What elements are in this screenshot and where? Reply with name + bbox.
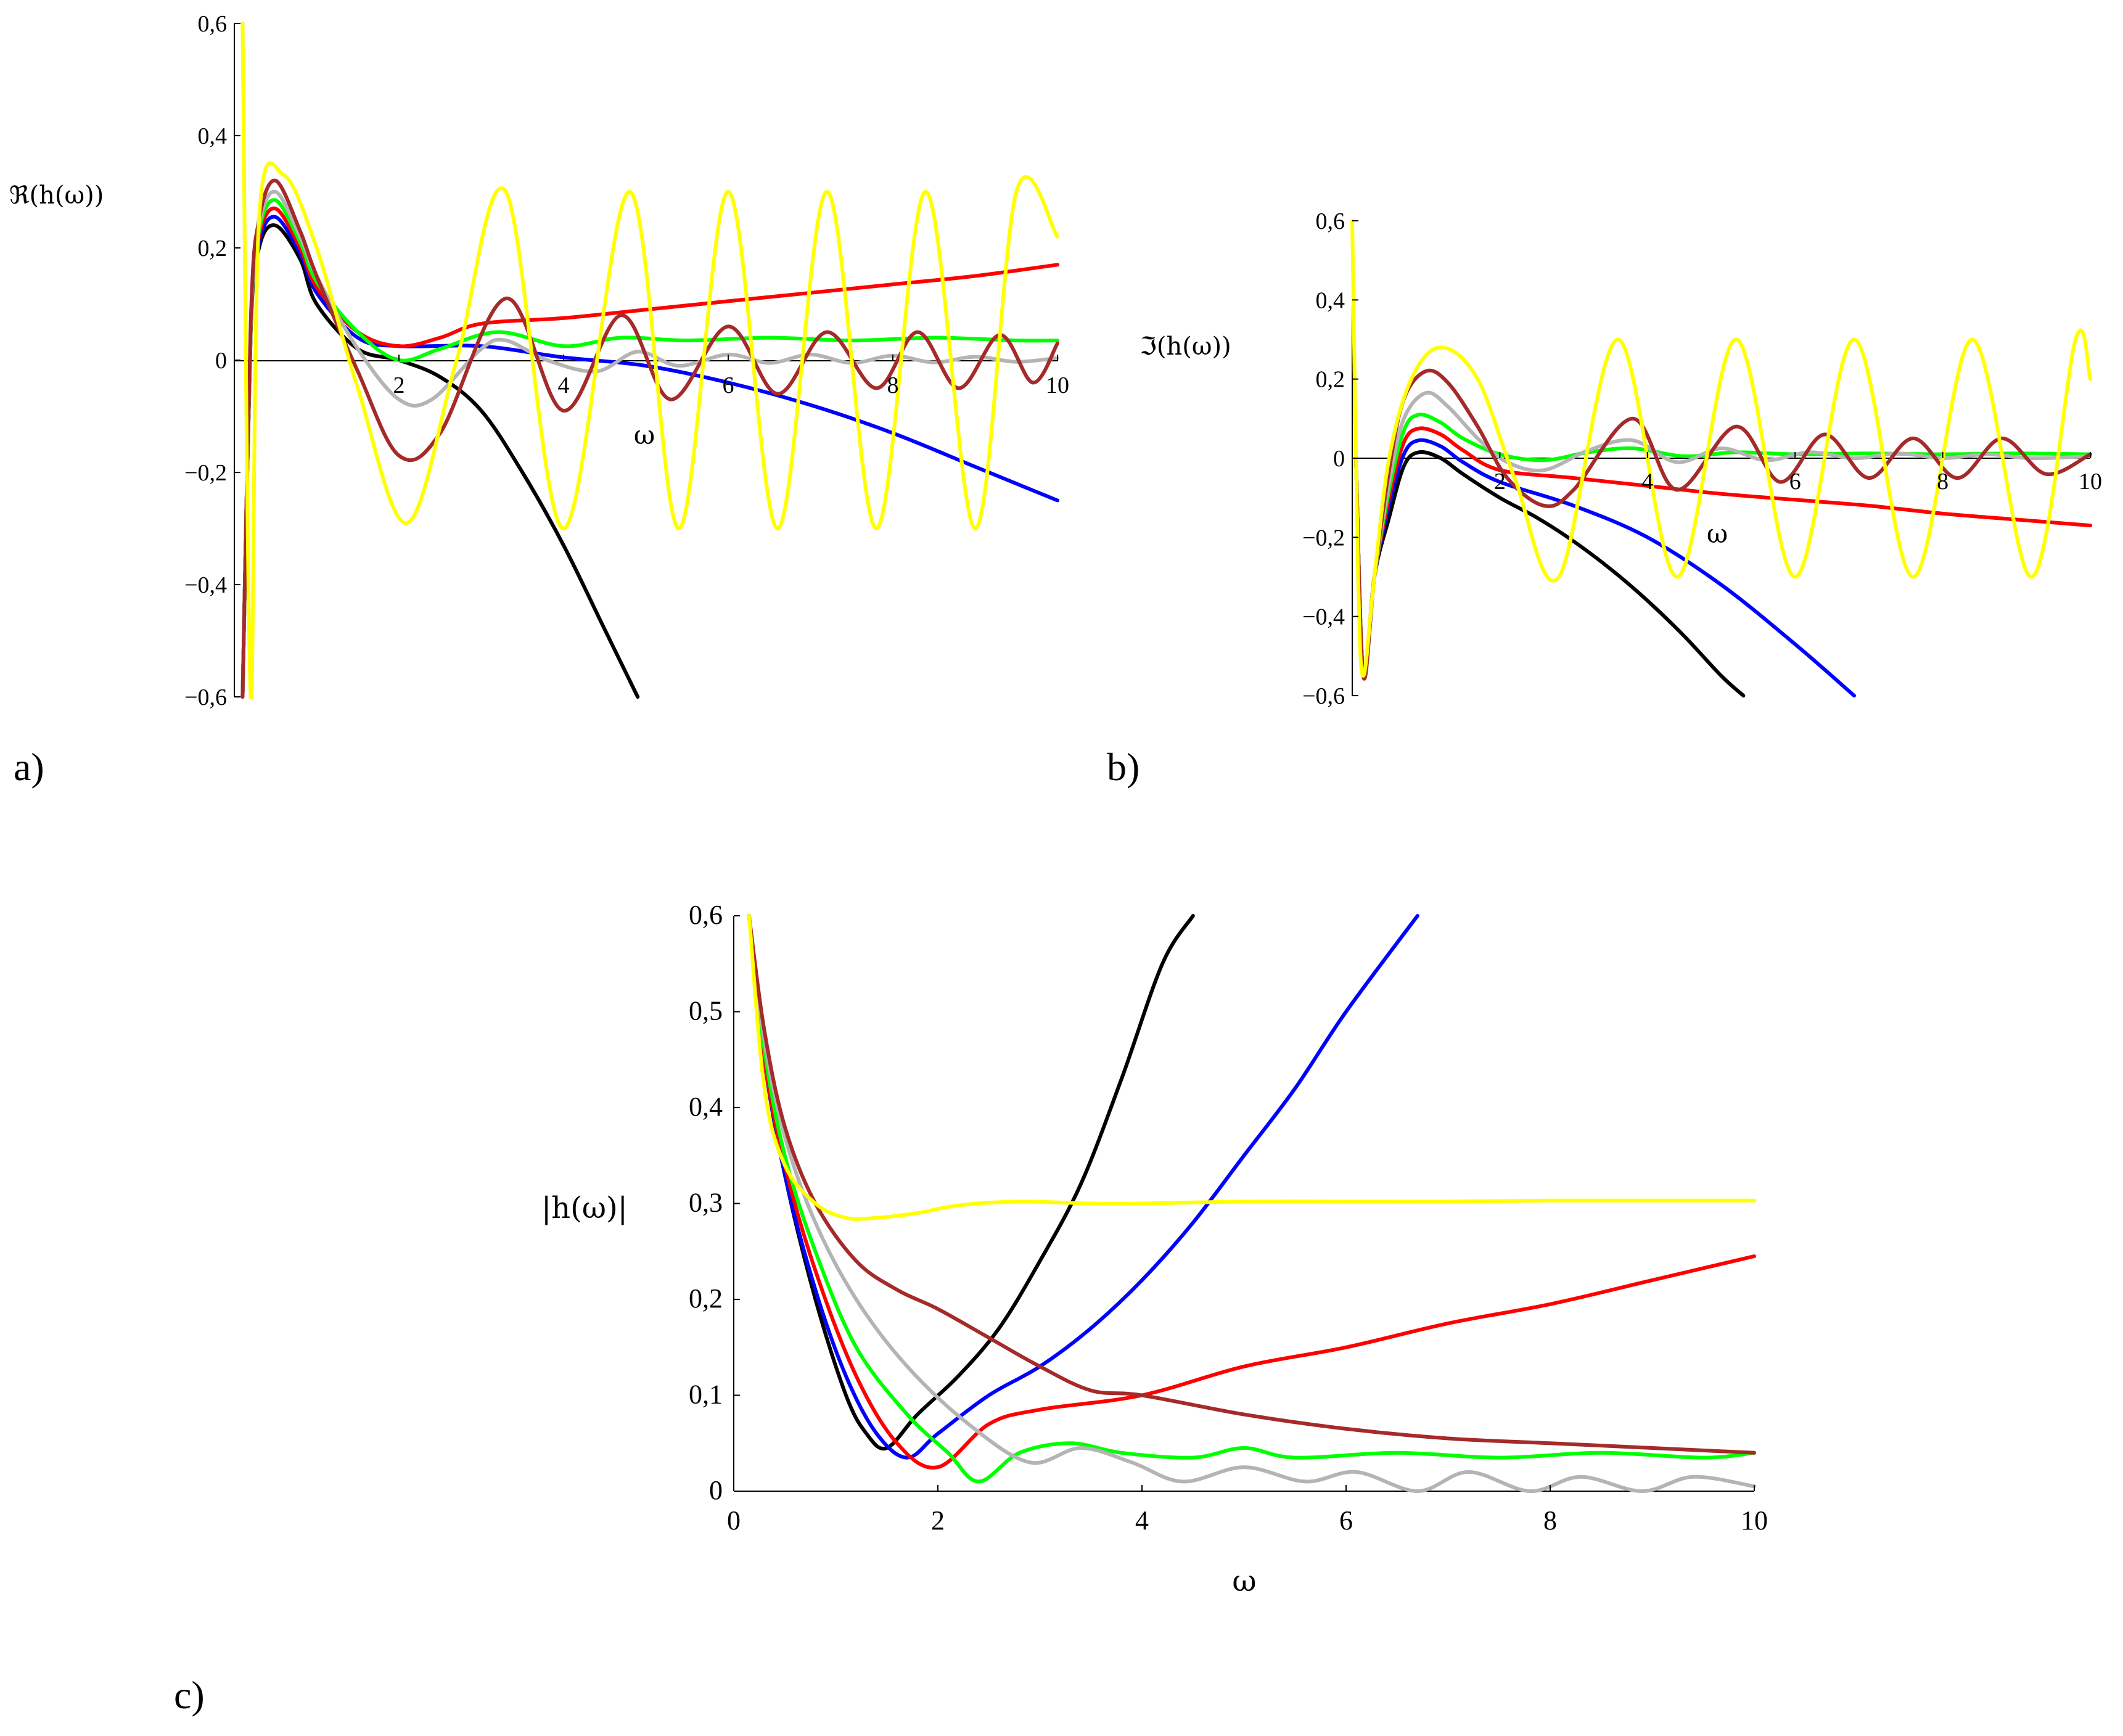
y-tick-label: 0,2 <box>1316 367 1345 393</box>
x-axis-label: ω <box>1232 1564 1256 1598</box>
series-line-black <box>240 223 640 699</box>
x-tick-label: 6 <box>723 372 734 398</box>
y-tick-label: 0 <box>215 348 227 374</box>
x-tick-label: 2 <box>393 372 405 398</box>
series-line-gray <box>240 189 1059 699</box>
y-tick-label: −0,4 <box>1302 604 1345 630</box>
series-line-red <box>240 207 1059 699</box>
y-tick-label: 0,3 <box>689 1188 723 1218</box>
series-line-red <box>747 914 1756 1470</box>
y-tick-label: 0,1 <box>689 1380 723 1410</box>
panel-label-c: c) <box>174 1673 205 1717</box>
y-tick-label: 0,4 <box>689 1092 723 1122</box>
series-line-yellow <box>1350 219 2092 678</box>
plot-area <box>747 914 1756 1494</box>
series-line-brown <box>747 914 1756 1455</box>
y-tick-label: 0,2 <box>689 1283 723 1314</box>
y-axis-label: |h(ω)| <box>541 1191 628 1225</box>
y-tick-label: 0,6 <box>198 11 228 37</box>
y-tick-label: 0 <box>709 1475 723 1505</box>
x-tick-label: 0 <box>727 1505 741 1536</box>
series-line-green <box>747 914 1756 1484</box>
x-tick-label: 10 <box>1046 372 1069 398</box>
x-tick-label: 2 <box>1494 469 1506 495</box>
chart-a: 2 4 6 8 10 0,6 0,4 0,2 0 −0,2 −0,4 −0,6 ℜ(h(ω)) ω <box>9 11 1069 710</box>
y-tick-label: 0,2 <box>198 236 228 261</box>
y-tick-label: −0,6 <box>1302 683 1345 709</box>
series-line-blue <box>1354 438 1856 697</box>
x-tick-label: 10 <box>2079 469 2102 495</box>
x-axis-label: ω <box>1707 519 1728 549</box>
series-line-blue <box>747 914 1419 1460</box>
y-axis-label: ℑ(h(ω)) <box>1140 332 1231 361</box>
plot-area <box>240 22 1059 699</box>
x-tick-label: 4 <box>1135 1505 1149 1536</box>
x-tick-label: 10 <box>1741 1505 1768 1536</box>
panel-label-a: a) <box>14 745 44 789</box>
x-tick-label: 8 <box>1937 469 1948 495</box>
y-tick-label: −0,4 <box>184 572 227 598</box>
x-tick-label: 8 <box>1543 1505 1557 1536</box>
y-tick-label: 0,6 <box>1316 208 1345 234</box>
plot-area <box>1350 219 2092 697</box>
y-tick-label: 0,4 <box>1316 287 1345 313</box>
x-tick-label: 4 <box>1641 469 1653 495</box>
x-axis-label: ω <box>634 420 655 450</box>
x-tick-label: 6 <box>1789 469 1801 495</box>
chart-c: 0 2 4 6 8 10 0,6 0,5 0,4 0,3 0,2 0,1 0 |h(ω)| ω <box>541 900 1768 1598</box>
x-tick-label: 2 <box>931 1505 945 1536</box>
x-tick-label: 6 <box>1339 1505 1353 1536</box>
y-tick-label: 0,6 <box>689 900 723 930</box>
x-tick-label: 8 <box>887 372 899 398</box>
panel-label-b: b) <box>1107 745 1140 789</box>
y-axis-label: ℜ(h(ω)) <box>9 181 104 210</box>
chart-b: 2 4 6 8 10 0,6 0,4 0,2 0 −0,2 −0,4 −0,6 ℑ(h(ω)) ω <box>1140 208 2102 709</box>
y-tick-label: 0,4 <box>198 123 228 149</box>
y-tick-label: −0,2 <box>1302 525 1345 551</box>
series-line-brown <box>240 178 1059 699</box>
series-line-black <box>747 914 1195 1451</box>
series-line-yellow <box>747 914 1756 1221</box>
series-line-gray <box>747 914 1756 1494</box>
y-tick-label: 0 <box>1333 446 1345 472</box>
y-tick-label: 0,5 <box>689 996 723 1026</box>
series-line-yellow <box>240 22 1059 699</box>
y-tick-label: −0,6 <box>184 685 227 710</box>
x-tick-label: 4 <box>558 372 570 398</box>
y-tick-label: −0,2 <box>184 460 227 486</box>
series-line-blue <box>240 215 1059 699</box>
